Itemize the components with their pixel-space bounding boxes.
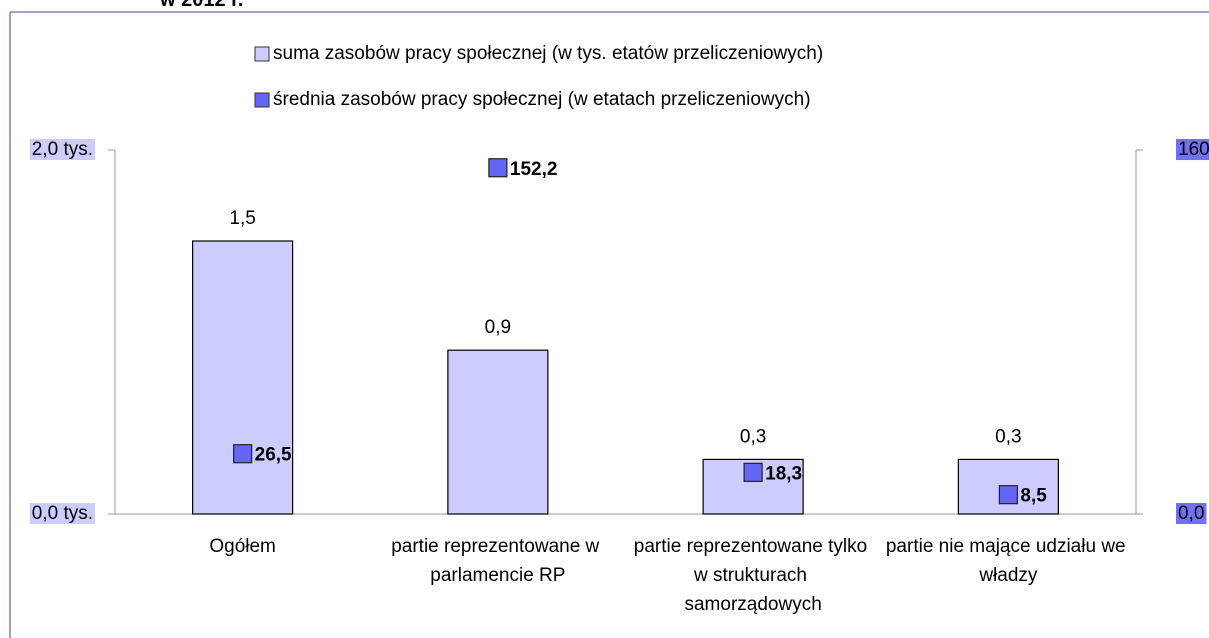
x-tick-label: partie reprezentowane w parlamencie RP <box>391 536 604 586</box>
tick-label-bg <box>29 139 95 161</box>
marker <box>233 444 253 464</box>
tick-label: 0,0 <box>1178 503 1204 524</box>
bar <box>192 240 294 515</box>
x-tick-label: partie reprezentowane tylko w strukturac… <box>634 536 873 615</box>
marker-value-label: 152,2 <box>510 159 558 180</box>
marker <box>743 462 763 482</box>
bar-value-label: 1,5 <box>229 208 255 229</box>
marker-value-label: 18,3 <box>765 463 802 484</box>
legend-swatch <box>254 92 270 108</box>
legend-label: średnia zasobów pracy społecznej (w etat… <box>273 89 811 110</box>
tick-label-bg <box>1176 139 1209 161</box>
marker <box>998 485 1018 505</box>
bar-value-label: 0,3 <box>740 426 766 447</box>
legend-swatch <box>254 46 270 62</box>
marker <box>488 158 508 178</box>
tick-label: 2,0 tys. <box>32 139 93 160</box>
bar-value-label: 0,9 <box>485 317 511 338</box>
tick-label-bg <box>1176 503 1207 525</box>
chart-title: w 2012 r. <box>159 0 243 11</box>
bar <box>447 349 549 515</box>
x-tick-label: partie nie mające udziału we władzy <box>886 536 1131 586</box>
bar-value-label: 0,3 <box>995 426 1021 447</box>
tick-label: 0,0 tys. <box>32 503 93 524</box>
marker-value-label: 8,5 <box>1020 486 1047 507</box>
tick-label: 160,0 <box>1178 139 1209 160</box>
marker-value-label: 26,5 <box>255 445 292 466</box>
legend-label: suma zasobów pracy społecznej (w tys. et… <box>273 43 823 64</box>
tick-label-bg <box>29 503 95 525</box>
x-tick-label: Ogółem <box>209 536 276 557</box>
